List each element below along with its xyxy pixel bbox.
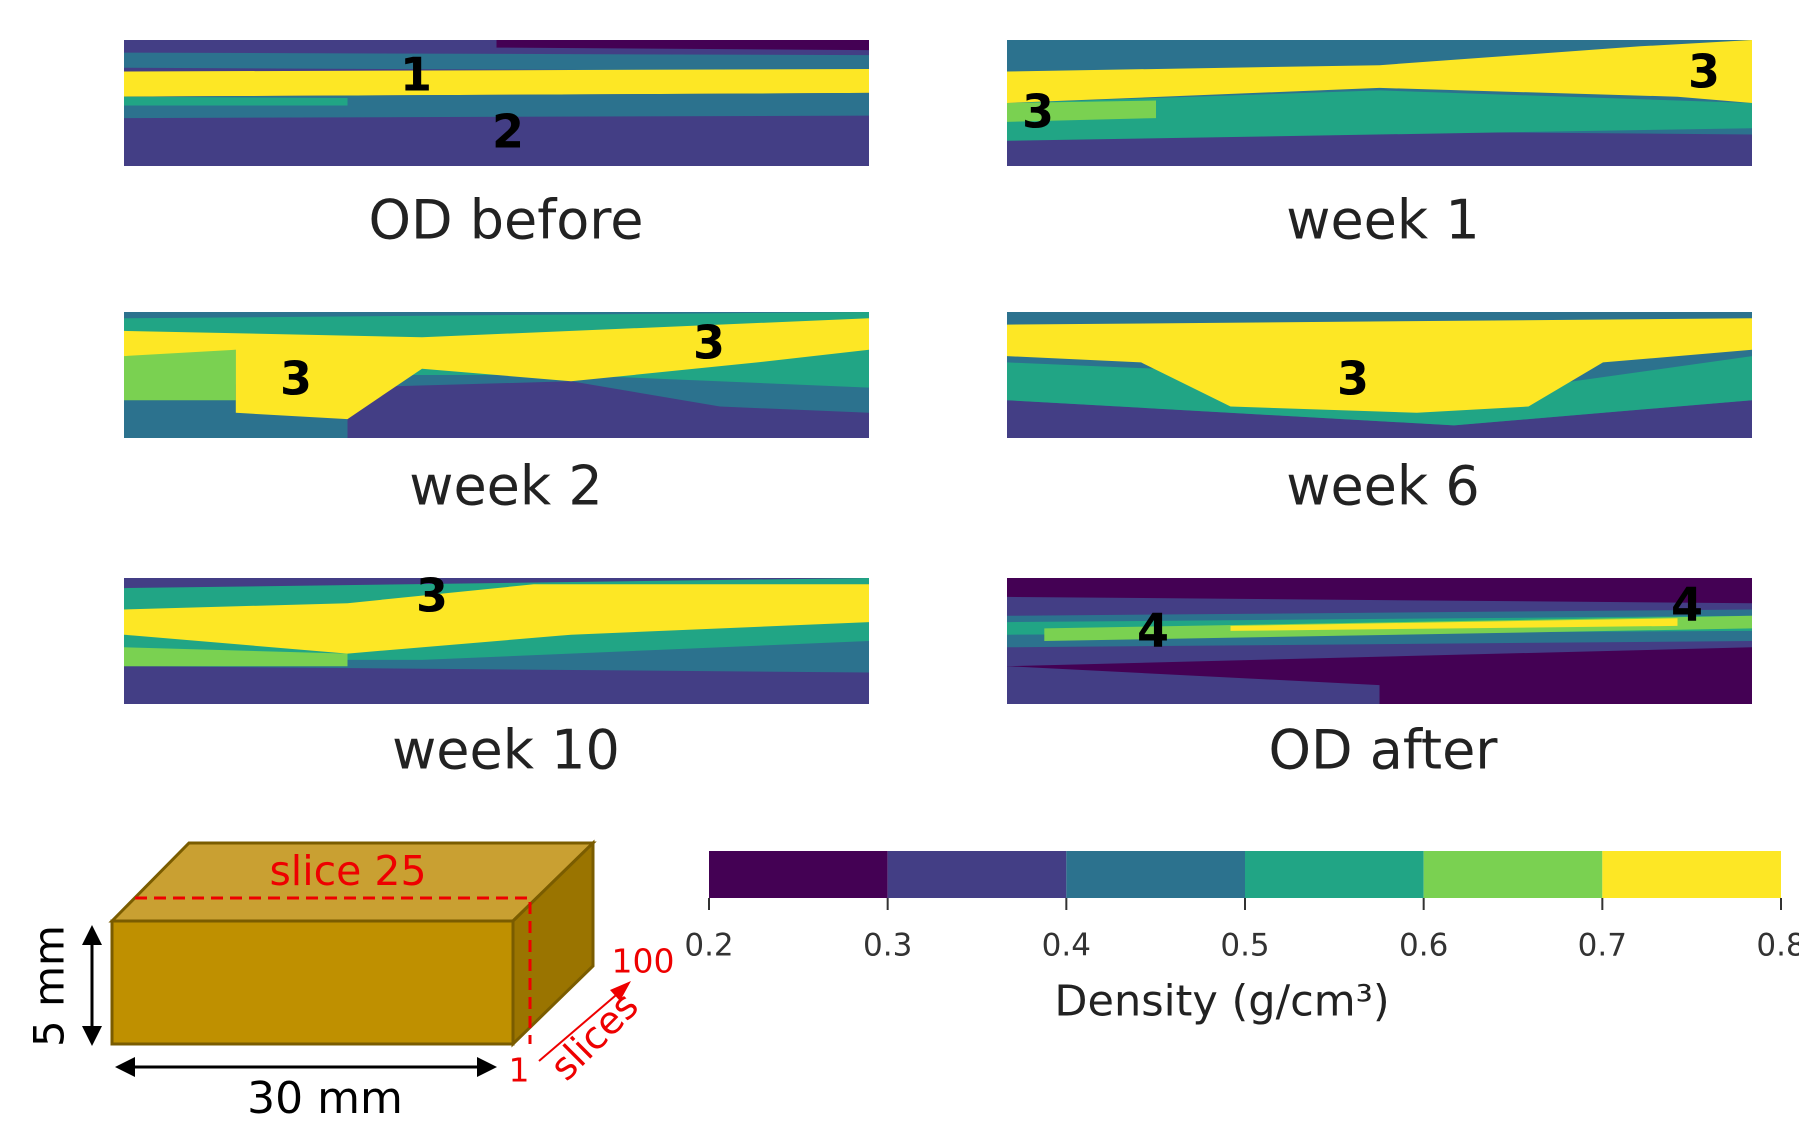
- region-marker: 3: [1688, 45, 1720, 99]
- colorbar-tick-label: 0.2: [684, 928, 733, 964]
- density-map: [124, 578, 869, 704]
- colorbar-segment: [1066, 851, 1245, 898]
- region-marker: 3: [693, 316, 725, 370]
- density-region: [1007, 40, 1752, 103]
- density-region: [1007, 400, 1752, 438]
- colorbar-tick-label: 0.6: [1399, 928, 1448, 964]
- density-region: [124, 52, 869, 72]
- slice-label: slice 25: [269, 847, 426, 895]
- slices-arrow: [538, 989, 623, 1062]
- density-region: [496, 40, 869, 51]
- colorbar-label: Density (g/cm³): [1054, 977, 1389, 1027]
- arrow-head: [610, 981, 631, 1001]
- density-region: [124, 349, 236, 401]
- colorbar-tick-label: 0.4: [1042, 928, 1091, 964]
- panel-label: OD before: [368, 189, 643, 252]
- density-region: [347, 381, 869, 438]
- density-map: [1007, 578, 1752, 704]
- colorbar-segment: [1245, 851, 1424, 898]
- panel-label: OD after: [1269, 719, 1499, 782]
- region-marker: 4: [1137, 604, 1169, 658]
- colorbar-segment: [887, 851, 1067, 898]
- region-marker: 1: [400, 48, 432, 102]
- colorbar-segment: [709, 851, 888, 898]
- panel-label: week 10: [392, 719, 620, 782]
- density-region: [1007, 100, 1156, 122]
- density-map: [1007, 312, 1752, 438]
- density-region: [124, 318, 869, 420]
- panel-label: week 6: [1286, 455, 1479, 518]
- arrow-head: [115, 1057, 135, 1077]
- width-label: 30 mm: [247, 1073, 403, 1124]
- density-region: [1007, 666, 1380, 704]
- colorbar-segment: [1423, 851, 1603, 898]
- density-map: [1007, 40, 1752, 166]
- density-region: [1230, 618, 1678, 631]
- panel-label: week 1: [1286, 189, 1479, 252]
- colorbar-tick-label: 0.3: [863, 928, 912, 964]
- region-marker: 3: [1337, 352, 1369, 406]
- arrow-head: [82, 1026, 102, 1046]
- height-label: 5 mm: [25, 925, 74, 1047]
- density-map: [124, 40, 869, 166]
- region-marker: 3: [280, 352, 312, 406]
- density-map: [124, 312, 869, 438]
- density-region: [124, 69, 869, 97]
- box-front: [110, 919, 515, 1046]
- region-marker: 4: [1671, 578, 1703, 632]
- region-marker: 3: [1022, 85, 1054, 139]
- density-region: [124, 96, 348, 106]
- slice-end: 100: [612, 942, 675, 981]
- density-region: [124, 584, 869, 654]
- density-region: [1007, 90, 1752, 141]
- region-marker: 2: [492, 105, 524, 159]
- arrow-head: [477, 1057, 497, 1077]
- slice-start: 1: [509, 1051, 530, 1090]
- density-region: [124, 647, 348, 667]
- colorbar-segment: [1602, 851, 1781, 898]
- density-region: [1007, 318, 1752, 413]
- panel-label: week 2: [409, 455, 602, 518]
- colorbar-tick-label: 0.5: [1220, 928, 1269, 964]
- arrow-head: [82, 925, 102, 945]
- sample-schematic: slice 25 5 mm 30 mm 100 1 slices: [25, 839, 675, 1124]
- colorbar-tick-label: 0.7: [1578, 928, 1627, 964]
- region-marker: 3: [416, 569, 448, 623]
- colorbar-tick-label: 0.8: [1756, 928, 1799, 964]
